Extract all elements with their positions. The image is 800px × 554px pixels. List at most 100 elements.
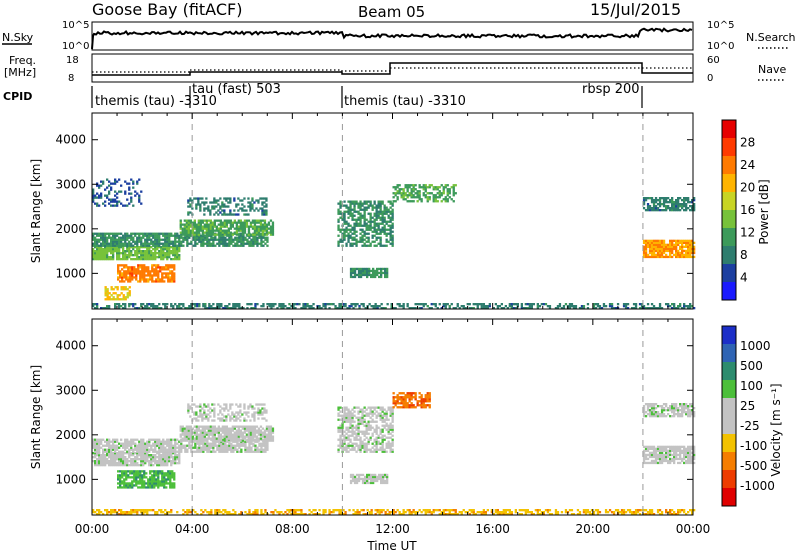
velocity-cell: [205, 433, 208, 436]
power-cell: [340, 305, 343, 308]
velocity-cell: [141, 482, 144, 485]
power-cell: [178, 234, 181, 237]
power-cell: [190, 307, 193, 310]
velocity-cells: [92, 392, 696, 516]
power-cell: [104, 234, 107, 237]
power-cell: [261, 213, 264, 216]
power-cell: [189, 229, 192, 232]
velocity-cell: [153, 476, 156, 479]
velocity-cell: [152, 450, 155, 453]
power-cell: [148, 242, 151, 245]
velocity-cell: [188, 444, 191, 447]
power-cell: [168, 246, 171, 249]
power-cell: [209, 233, 212, 236]
power-cell: [652, 247, 656, 251]
velocity-cell: [389, 422, 392, 425]
power-cell: [671, 241, 674, 244]
power-cell: [205, 221, 208, 224]
power-cell: [237, 233, 240, 236]
power-cell: [102, 248, 105, 251]
velocity-cell: [127, 474, 130, 477]
velocity-cell: [157, 472, 160, 475]
power-cell: [178, 307, 181, 310]
power-cell: [182, 238, 185, 241]
power-cell: [261, 227, 265, 230]
velocity-cell: [271, 439, 275, 442]
velocity-cell: [104, 440, 107, 443]
power-cell: [371, 204, 374, 207]
velocity-cell: [199, 437, 202, 440]
velocity-cell: [121, 476, 124, 479]
power-cell: [132, 305, 135, 308]
power-cell: [144, 234, 147, 237]
power-cell: [145, 280, 148, 283]
power-cell: [260, 236, 263, 239]
velocity-cell: [130, 458, 133, 461]
velocity-cell: [376, 477, 379, 481]
power-cell: [136, 307, 139, 310]
velocity-cell: [108, 438, 111, 441]
power-cell: [162, 256, 165, 259]
power-cell: [206, 238, 209, 241]
velocity-cell: [389, 446, 392, 449]
velocity-cell: [243, 431, 247, 434]
power-cell: [294, 303, 297, 306]
power-cell: [124, 307, 127, 310]
power-cell: [197, 233, 200, 236]
power-cell: [408, 184, 411, 187]
velocity-cell: [112, 464, 115, 467]
power-cell: [428, 196, 431, 199]
power-cell: [650, 303, 654, 306]
power-cell: [132, 236, 135, 239]
velocity-cell: [159, 470, 162, 473]
power-cell: [353, 224, 356, 227]
power-cell: [92, 192, 95, 195]
velocity-cell: [187, 407, 190, 410]
power-cell: [685, 209, 688, 212]
power-cell: [359, 204, 362, 207]
velocity-cell: [233, 415, 236, 418]
velocity-cell: [341, 416, 344, 419]
velocity-cell: [225, 415, 228, 418]
power-cell: [404, 184, 407, 187]
power-cell: [243, 219, 247, 222]
power-cell: [187, 227, 190, 230]
power-cell: [228, 307, 231, 310]
power-cell: [251, 225, 255, 228]
velocity-cell: [391, 428, 394, 431]
velocity-cell: [219, 437, 222, 440]
velocity-cell: [363, 414, 366, 417]
velocity-cell: [355, 406, 358, 409]
velocity-cell: [231, 427, 234, 430]
velocity-cell: [345, 418, 348, 421]
power-cell: [213, 205, 216, 208]
power-cell: [691, 199, 694, 202]
velocity-cell: [379, 442, 382, 445]
velocity-cell: [248, 442, 251, 445]
velocity-cell: [244, 446, 247, 449]
power-cell: [114, 298, 117, 301]
velocity-cell: [146, 454, 149, 457]
power-cell: [106, 232, 109, 235]
velocity-cell: [144, 454, 147, 457]
power-cell: [140, 250, 143, 253]
power-cell: [671, 245, 674, 248]
velocity-cell: [104, 444, 107, 447]
velocity-cell: [205, 427, 208, 430]
power-cell: [689, 239, 692, 242]
power-cell: [128, 292, 131, 295]
velocity-cell: [204, 448, 207, 451]
power-cell: [142, 252, 145, 255]
velocity-cell: [215, 439, 218, 442]
power-cell: [197, 199, 200, 202]
velocity-cell: [189, 425, 192, 428]
power-cell: [380, 269, 383, 273]
power-cell: [658, 303, 662, 306]
power-cell: [112, 256, 115, 259]
velocity-cell: [215, 437, 218, 440]
power-cell: [106, 292, 109, 295]
power-cell: [530, 307, 533, 310]
power-cell: [124, 242, 127, 245]
power-cell: [652, 255, 656, 259]
velocity-cell: [127, 482, 130, 485]
